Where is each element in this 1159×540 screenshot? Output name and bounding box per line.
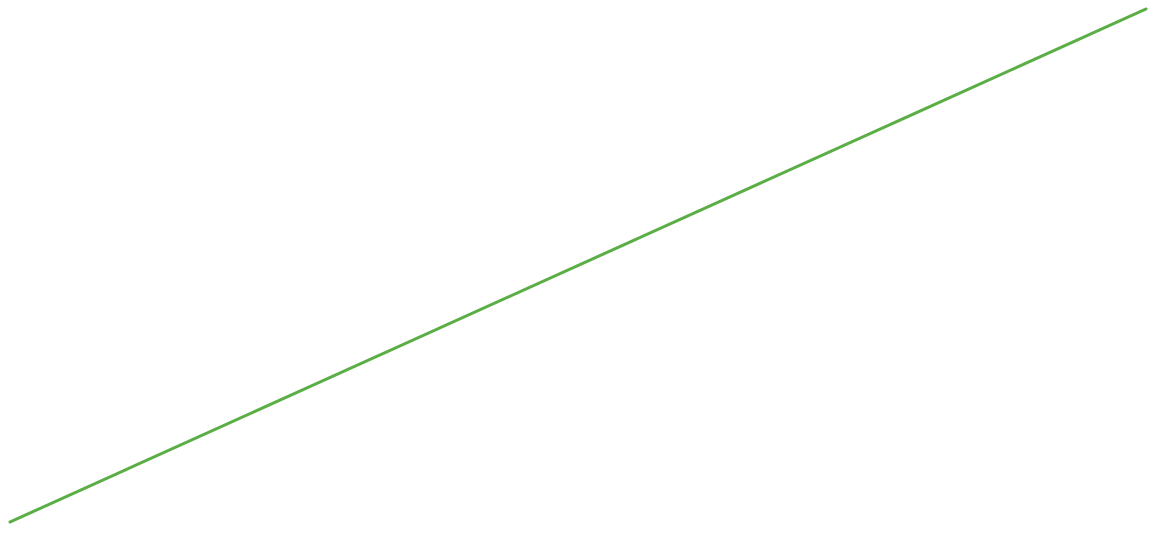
series-line-1 — [8, 7, 1148, 524]
